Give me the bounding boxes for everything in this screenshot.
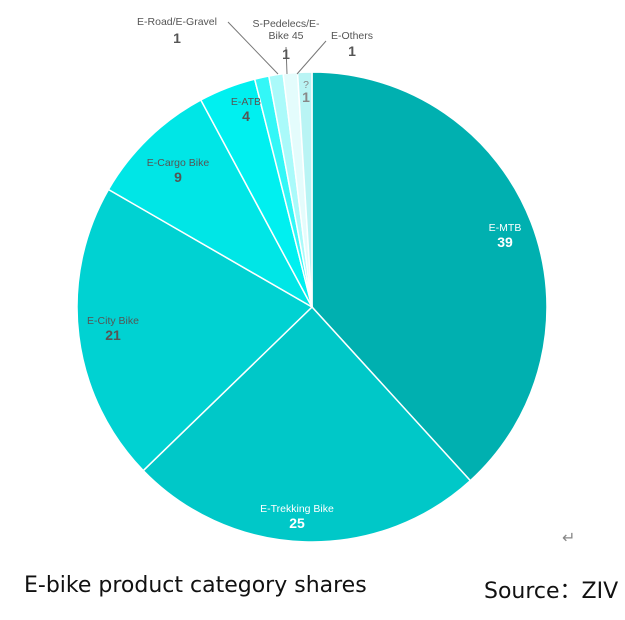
pie-slices — [76, 71, 548, 543]
slice-label-e-atb: E-ATB — [231, 96, 261, 108]
slice-label-e-others: E-Others — [331, 30, 373, 42]
slice-label-e-road-e-gravel: E-Road/E-Gravel — [137, 16, 217, 28]
slice-label-e-trekking-bike: E-Trekking Bike — [260, 503, 334, 515]
pie-slice-e-city-bike — [76, 188, 314, 472]
slice-value-unknown: 1 — [302, 89, 310, 105]
slice-value-e-city-bike: 21 — [105, 327, 121, 343]
slice-value-e-cargo-bike: 9 — [174, 169, 182, 185]
slice-value-s-pedelecs-e-bike-45: 1 — [282, 46, 290, 62]
pie-slice-e-cargo-bike — [107, 98, 314, 309]
pie-slice-unknown — [296, 71, 313, 308]
slice-label-e-city-bike: E-City Bike — [87, 315, 139, 327]
slice-label-e-cargo-bike: E-Cargo Bike — [147, 157, 210, 169]
leader-line-e-others — [296, 40, 327, 75]
caption-source: Source：ZIV — [484, 579, 619, 604]
leader-lines — [227, 21, 327, 75]
pie-slice-e-mtb — [311, 71, 548, 482]
return-mark-icon: ↵ — [562, 528, 576, 547]
slice-label-unknown: ? — [303, 79, 309, 91]
slice-value-e-atb: 4 — [242, 108, 250, 124]
pie-slice-e-trekking-bike — [142, 305, 472, 543]
slice-label-s-pedelecs-e-bike-45: Bike 45 — [268, 30, 303, 42]
slice-value-e-mtb: 39 — [497, 234, 513, 250]
slice-value-e-trekking-bike: 25 — [289, 515, 305, 531]
slice-label-s-pedelecs-e-bike-45: S-Pedelecs/E- — [252, 18, 320, 30]
leader-line-s-pedelecs-e-bike-45 — [285, 46, 288, 75]
slice-label-e-mtb: E-MTB — [489, 222, 522, 234]
caption-title: E-bike product category shares — [24, 573, 367, 598]
leader-line-e-road-e-gravel — [227, 21, 279, 75]
slice-value-e-others: 1 — [348, 43, 356, 59]
slice-value-e-road-e-gravel: 1 — [173, 30, 181, 46]
